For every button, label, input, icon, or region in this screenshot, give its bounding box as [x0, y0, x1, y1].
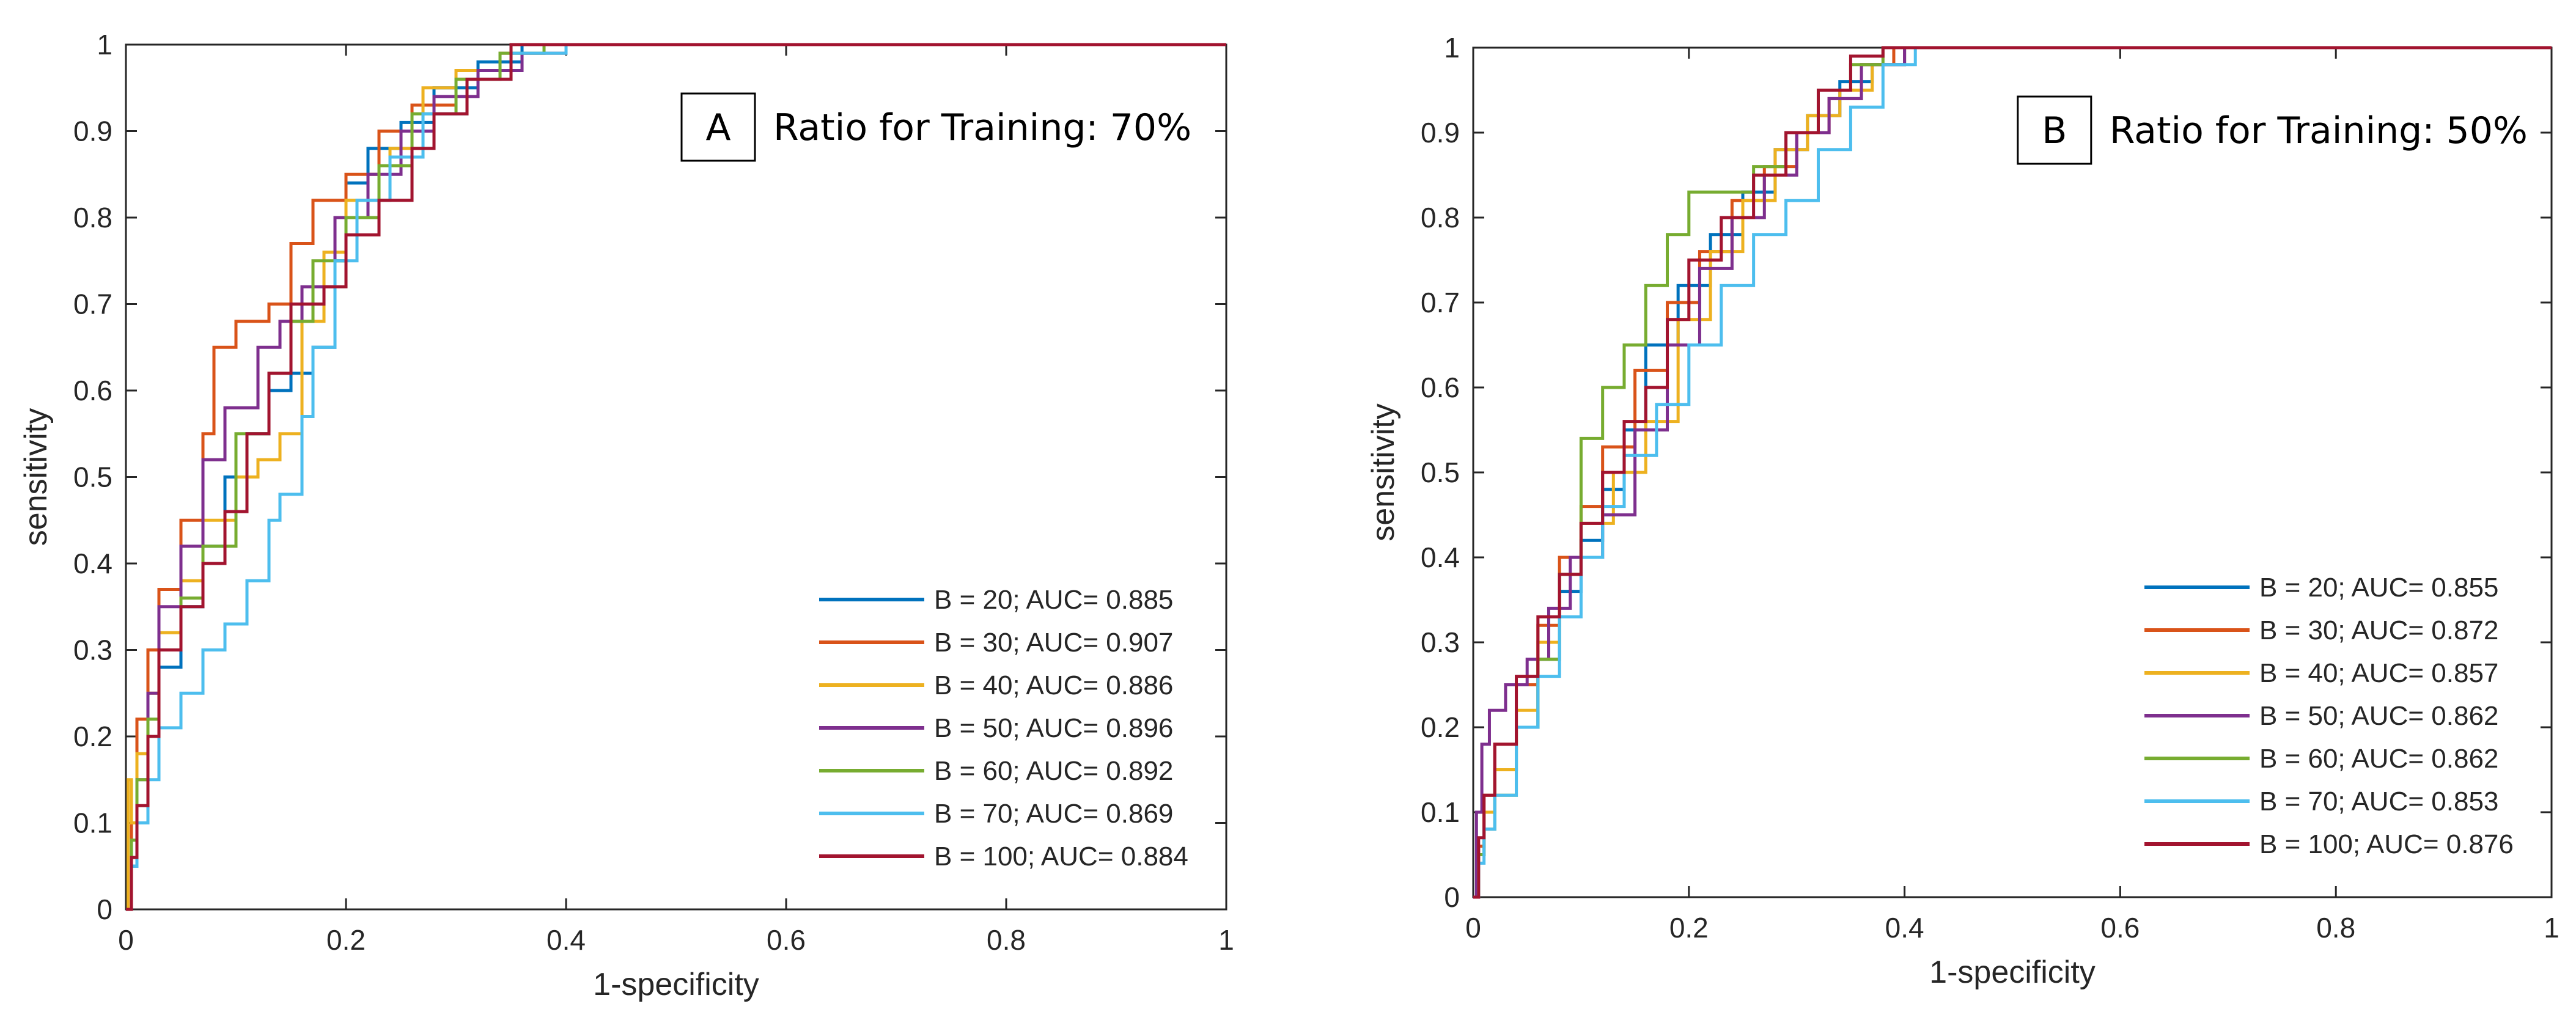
- panel-b: 0 0.2 0.4 0.6 0.8 1 0 0.1 0.2 0.3 0.4 0.5 0.6 0.7 0.8 0…: [1366, 32, 2559, 990]
- legend-entry: B = 40; AUC= 0.886: [934, 670, 1173, 700]
- y-tick-label: 0: [1444, 881, 1460, 913]
- y-tick-label: 0.5: [1421, 457, 1460, 488]
- legend-entry: B = 60; AUC= 0.862: [2259, 744, 2498, 774]
- panel-letter: A: [705, 106, 730, 149]
- panel-title: Ratio for Training: 50%: [2110, 109, 2528, 152]
- roc-curve-4: [1473, 46, 2552, 899]
- legend-entry: B = 100; AUC= 0.876: [2259, 829, 2514, 859]
- y-tick-label: 0.1: [73, 807, 112, 839]
- roc-curve-4: [126, 43, 1226, 911]
- y-tick-label: 0.8: [1421, 202, 1460, 233]
- x-tick-label: 0.6: [2100, 912, 2140, 944]
- y-tick-label: 0.4: [73, 548, 112, 579]
- legend: B = 20; AUC= 0.885 B = 30; AUC= 0.907 B = …: [808, 571, 1212, 885]
- y-tick-label: 0.9: [73, 116, 112, 147]
- legend-entry: B = 50; AUC= 0.896: [934, 713, 1173, 743]
- y-tick-label: 0.3: [73, 634, 112, 666]
- roc-curve-7: [1473, 46, 2552, 899]
- x-tick-label: 1: [1218, 924, 1234, 956]
- x-tick-label: 0.4: [1885, 912, 1924, 944]
- y-tick-label: 1: [1444, 32, 1460, 64]
- panel-letter-box: [2017, 95, 2092, 165]
- x-tick-label: 0.4: [546, 924, 586, 956]
- legend-entry: B = 50; AUC= 0.862: [2259, 701, 2498, 731]
- y-tick-label: 0.2: [1421, 711, 1460, 743]
- y-axis-label: sensitivity: [1366, 403, 1401, 541]
- y-tick-label: 0.9: [1421, 117, 1460, 149]
- x-tick-label: 0.6: [767, 924, 806, 956]
- panel-letter: B: [2042, 109, 2067, 152]
- roc-curve-6: [1473, 46, 2552, 899]
- legend-entry: B = 40; AUC= 0.857: [2259, 658, 2498, 688]
- legend-entry: B = 60; AUC= 0.892: [934, 756, 1173, 786]
- x-tick-label: 1: [2544, 912, 2559, 944]
- y-tick-label: 0.6: [73, 375, 112, 406]
- legend-entry: B = 100; AUC= 0.884: [934, 842, 1188, 871]
- panel-title: Ratio for Training: 70%: [773, 106, 1191, 149]
- y-tick-label: 1: [97, 29, 112, 61]
- y-tick-label: 0.1: [1421, 796, 1460, 828]
- y-tick-label: 0.7: [1421, 287, 1460, 318]
- x-tick-label: 0.2: [326, 924, 366, 956]
- legend-entry: B = 20; AUC= 0.885: [934, 585, 1173, 615]
- legend-entry: B = 30; AUC= 0.872: [2259, 615, 2498, 645]
- x-tick-label: 0: [118, 924, 134, 956]
- y-tick-label: 0: [97, 893, 112, 925]
- x-axis-label: 1-specificity: [1929, 955, 2096, 990]
- y-tick-label: 0.8: [73, 202, 112, 233]
- panel-a: 0 0.2 0.4 0.6 0.8 1 0 0.1 0.2 0.3 0.4 0.5 0.6 0.7 0.8 0…: [18, 29, 1234, 1002]
- y-tick-label: 0.5: [73, 461, 112, 493]
- x-tick-label: 0.2: [1669, 912, 1709, 944]
- y-tick-label: 0.3: [1421, 626, 1460, 658]
- y-tick-label: 0.6: [1421, 372, 1460, 403]
- y-tick-label: 0.2: [73, 721, 112, 752]
- panel-letter-box: [680, 92, 756, 162]
- x-tick-label: 0: [1465, 912, 1481, 944]
- x-tick-label: 0.8: [2316, 912, 2355, 944]
- roc-curve-3: [126, 43, 1226, 911]
- legend-entry: B = 70; AUC= 0.869: [934, 799, 1173, 829]
- y-tick-label: 0.7: [73, 288, 112, 320]
- legend: B = 20; AUC= 0.855 B = 30; AUC= 0.872 B = …: [2133, 559, 2537, 873]
- roc-curve-7: [126, 43, 1226, 911]
- y-axis-label: sensitivity: [18, 408, 54, 546]
- y-tick-label: 0.4: [1421, 541, 1460, 573]
- legend-entry: B = 70; AUC= 0.853: [2259, 787, 2498, 816]
- x-axis-label: 1-specificity: [593, 967, 759, 1002]
- x-tick-label: 0.8: [987, 924, 1026, 956]
- legend-entry: B = 20; AUC= 0.855: [2259, 573, 2498, 603]
- legend-entry: B = 30; AUC= 0.907: [934, 628, 1173, 658]
